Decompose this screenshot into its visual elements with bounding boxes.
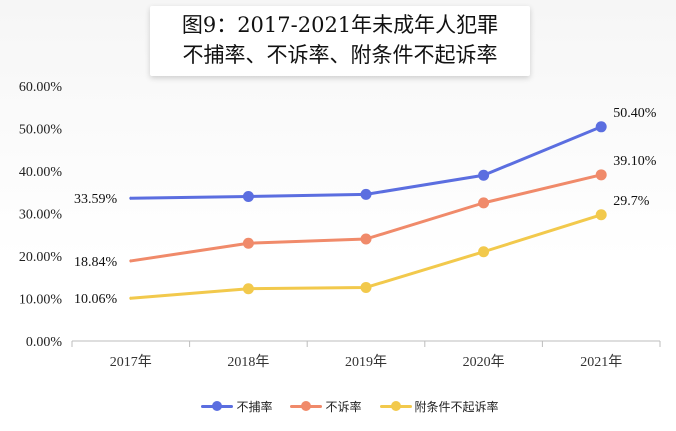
legend-swatch — [379, 401, 412, 411]
series-point — [242, 191, 254, 202]
legend-label: 不诉率 — [325, 399, 362, 414]
legend-item: 附条件不起诉率 — [379, 398, 499, 415]
chart-title: 图9：2017-2021年未成年人犯罪 不捕率、不诉率、附条件不起诉率 — [150, 6, 530, 76]
x-axis: 2017年 2018年 2019年 2020年 2021年 — [71, 340, 661, 370]
chart-title-line1: 图9：2017-2021年未成年人犯罪 — [181, 13, 499, 37]
series-point — [360, 188, 372, 200]
y-tick-label: 20.00% — [19, 250, 63, 265]
legend-swatch — [290, 401, 323, 411]
data-label: 18.84% — [74, 255, 118, 270]
y-tick-label: 30.00% — [19, 208, 63, 223]
legend-swatch — [201, 401, 234, 411]
series-line — [129, 125, 603, 200]
y-tick-label: 50.00% — [19, 123, 63, 138]
x-tick-label: 2017年 — [110, 354, 152, 370]
x-tick-label: 2021年 — [580, 354, 622, 370]
series-point — [478, 197, 490, 209]
series-point — [478, 169, 490, 181]
y-tick-label: 60.00% — [19, 80, 63, 95]
chart-title-line2: 不捕率、不诉率、附条件不起诉率 — [182, 43, 498, 67]
legend-item: 不捕率 — [201, 398, 272, 415]
data-labels-layer: 33.59% 50.40% 18.84% 39.10% 10.06% 29.7% — [74, 106, 657, 307]
y-tick-label: 10.00% — [19, 293, 63, 308]
data-label: 33.59% — [74, 192, 118, 207]
series-point — [595, 169, 607, 181]
chart-legend: 不捕率 不诉率 附条件不起诉率 — [170, 392, 530, 420]
x-tick-label: 2020年 — [463, 354, 505, 370]
series-point — [360, 233, 372, 245]
data-label: 10.06% — [74, 292, 118, 307]
y-axis-tick-labels: 0.00% 10.00% 20.00% 30.00% 40.00% 50.00% 60.00… — [19, 80, 63, 350]
series-point — [242, 237, 254, 249]
legend-item: 不诉率 — [290, 398, 362, 415]
series-layer — [129, 121, 607, 300]
series-line — [129, 173, 603, 263]
legend-label: 不捕率 — [236, 399, 273, 414]
data-label: 39.10% — [613, 154, 657, 169]
data-label: 29.7% — [613, 194, 650, 209]
x-tick-label: 2018年 — [227, 354, 269, 370]
series-point — [478, 246, 490, 258]
series-point — [360, 281, 372, 293]
y-tick-label: 40.00% — [19, 165, 63, 180]
data-label: 50.40% — [613, 106, 657, 121]
series-point — [242, 283, 254, 295]
y-tick-label: 0.00% — [26, 335, 63, 350]
x-tick-label: 2019年 — [345, 354, 387, 370]
series-point — [595, 121, 607, 133]
legend-label: 附条件不起诉率 — [414, 399, 499, 414]
series-point — [595, 209, 607, 221]
